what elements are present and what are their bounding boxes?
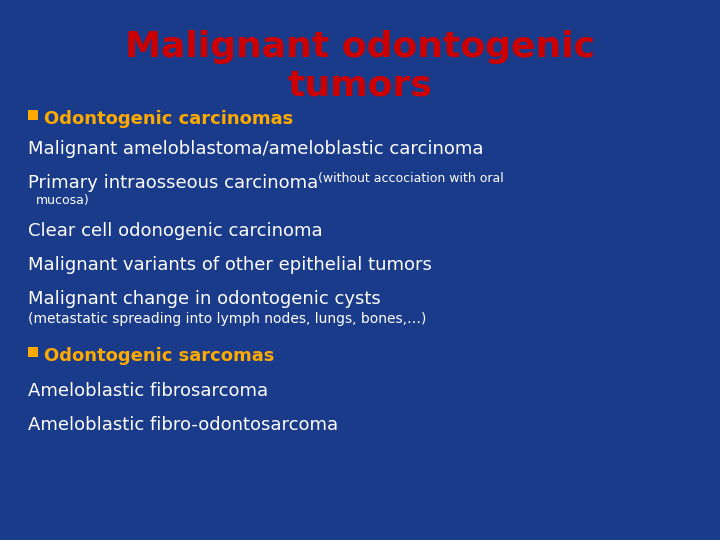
FancyBboxPatch shape xyxy=(28,347,38,357)
Text: Malignant variants of other epithelial tumors: Malignant variants of other epithelial t… xyxy=(28,256,432,274)
Text: (metastatic spreading into lymph nodes, lungs, bones,…): (metastatic spreading into lymph nodes, … xyxy=(28,312,426,326)
FancyBboxPatch shape xyxy=(28,110,38,120)
Text: Odontogenic sarcomas: Odontogenic sarcomas xyxy=(44,347,274,365)
Text: Malignant ameloblastoma/ameloblastic carcinoma: Malignant ameloblastoma/ameloblastic car… xyxy=(28,140,484,158)
Text: Ameloblastic fibro-odontosarcoma: Ameloblastic fibro-odontosarcoma xyxy=(28,416,338,434)
Text: Ameloblastic fibrosarcoma: Ameloblastic fibrosarcoma xyxy=(28,382,268,400)
Text: tumors: tumors xyxy=(287,68,433,102)
Text: (without accociation with oral: (without accociation with oral xyxy=(318,172,504,185)
Text: Primary intraosseous carcinoma: Primary intraosseous carcinoma xyxy=(28,174,324,192)
Text: Odontogenic carcinomas: Odontogenic carcinomas xyxy=(44,110,293,128)
Text: Malignant change in odontogenic cysts: Malignant change in odontogenic cysts xyxy=(28,290,381,308)
Text: mucosa): mucosa) xyxy=(36,194,90,207)
Text: Clear cell odonogenic carcinoma: Clear cell odonogenic carcinoma xyxy=(28,222,323,240)
Text: Malignant odontogenic: Malignant odontogenic xyxy=(125,30,595,64)
